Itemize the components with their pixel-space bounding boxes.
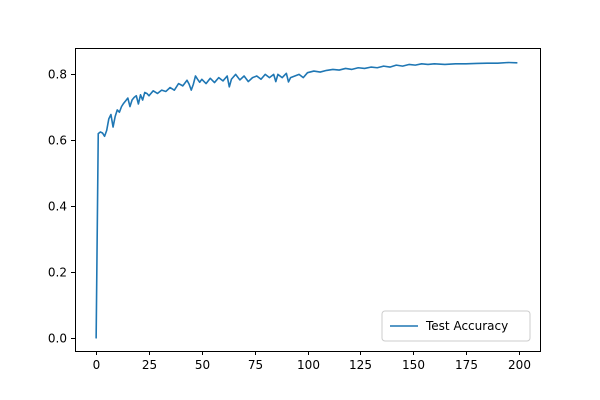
x-tick-label: 0	[93, 358, 101, 372]
y-tick-label: 0.0	[48, 332, 67, 346]
plot-frame	[75, 48, 541, 352]
x-tick-label: 75	[248, 358, 263, 372]
x-tick-label: 125	[349, 358, 372, 372]
legend: Test Accuracy	[381, 310, 531, 342]
x-tick-label: 25	[142, 358, 157, 372]
y-tick-label: 0.8	[48, 68, 67, 82]
series-line-0	[95, 61, 518, 339]
legend-label: Test Accuracy	[425, 319, 508, 333]
x-tick-label: 200	[508, 358, 531, 372]
legend-box	[381, 310, 531, 342]
chart-axes: 0 25 50 75 100 125 150 175 200 0.0 0.2 0.4 0.6 0.8	[48, 68, 531, 373]
chart-marks	[95, 61, 518, 339]
x-tick-label: 175	[455, 358, 478, 372]
x-tick-label: 150	[402, 358, 425, 372]
y-tick-label: 0.6	[48, 134, 67, 148]
y-tick-label: 0.2	[48, 266, 67, 280]
x-tick-label: 100	[297, 358, 320, 372]
x-tick-label: 50	[195, 358, 210, 372]
y-tick-label: 0.4	[48, 200, 67, 214]
